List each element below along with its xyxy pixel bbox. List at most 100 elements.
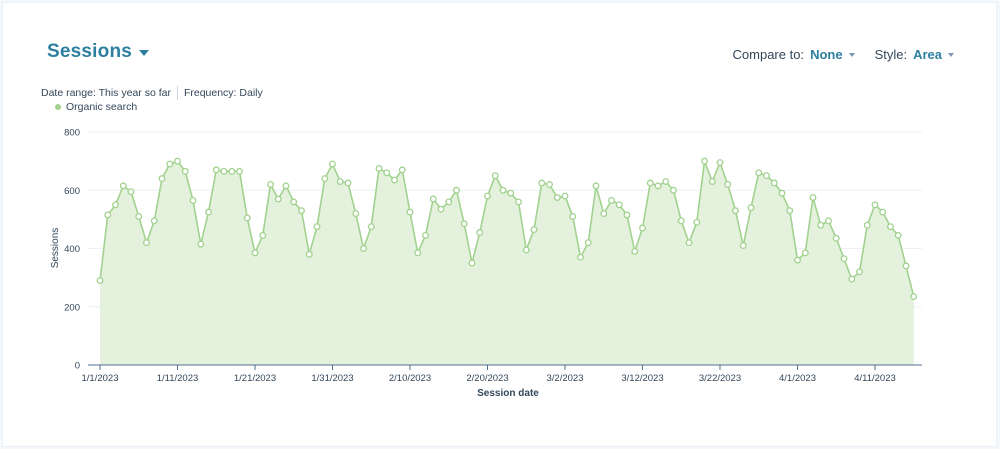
caret-down-icon [139, 50, 150, 56]
legend-swatch [55, 104, 61, 110]
data-point [360, 245, 367, 252]
data-point [112, 201, 119, 209]
data-point [422, 231, 429, 239]
series-line [99, 160, 915, 297]
x-tick-label: 3/2/2023 [547, 373, 584, 384]
data-point [150, 217, 158, 225]
x-tick-label: 2/20/2023 [466, 373, 508, 384]
data-point [499, 186, 507, 194]
report-title-dropdown[interactable]: Sessions [47, 41, 150, 63]
data-point [166, 160, 174, 168]
data-point [693, 218, 701, 226]
legend-label[interactable]: Organic search [66, 101, 138, 113]
x-tick-label: 4/1/2023 [779, 373, 816, 384]
data-point [732, 207, 739, 215]
data-point [600, 210, 608, 217]
data-point [236, 167, 243, 175]
chart-legend: Organic search [55, 101, 137, 113]
data-point [646, 179, 654, 187]
y-tick-label: 400 [64, 244, 80, 255]
caret-down-icon [848, 52, 855, 57]
data-point [662, 178, 670, 185]
style-dropdown[interactable]: Area [913, 47, 954, 62]
data-point [856, 268, 863, 276]
x-tick-label: 3/22/2023 [699, 373, 741, 384]
data-point [367, 223, 375, 231]
data-point [344, 179, 352, 187]
data-point [212, 166, 220, 174]
y-tick-label: 200 [64, 302, 80, 313]
data-point [181, 167, 189, 175]
data-point [538, 179, 546, 187]
data-point [840, 255, 848, 263]
data-point [747, 204, 755, 212]
data-point [220, 167, 228, 175]
data-point [801, 249, 809, 257]
compare-dropdown[interactable]: None [810, 47, 855, 62]
data-point [352, 210, 360, 217]
data-point [274, 195, 282, 203]
data-point [515, 198, 522, 206]
data-point [476, 229, 484, 236]
data-point [879, 208, 887, 216]
data-point [329, 160, 336, 168]
data-point [716, 159, 724, 167]
data-point [96, 277, 104, 284]
data-point [522, 246, 530, 254]
data-point [313, 223, 321, 231]
data-point [677, 217, 685, 225]
data-point [453, 186, 460, 194]
data-point [383, 169, 391, 177]
data-point [197, 240, 205, 248]
data-point [894, 231, 902, 239]
y-tick-label: 0 [75, 361, 80, 372]
x-axis-title: Session date [477, 388, 539, 399]
compare-value: None [810, 47, 843, 62]
data-point [561, 192, 569, 200]
data-point [445, 198, 453, 206]
data-point [770, 179, 778, 187]
data-point [639, 224, 646, 232]
data-point [592, 182, 600, 190]
data-point [507, 189, 515, 197]
data-point [832, 234, 840, 242]
date-range-filter[interactable]: Date range: This year so far [41, 87, 171, 99]
data-point [739, 242, 747, 250]
compare-label: Compare to: [732, 47, 805, 62]
data-point [437, 205, 445, 213]
data-point [119, 182, 127, 190]
data-point [305, 250, 313, 258]
data-point [290, 198, 298, 206]
data-point [298, 207, 305, 215]
data-point [553, 194, 561, 201]
data-point [778, 189, 786, 197]
data-point [871, 201, 879, 209]
data-point [375, 164, 383, 172]
data-point [654, 182, 662, 190]
report-title: Sessions [47, 41, 133, 62]
frequency-filter[interactable]: Frequency: Daily [183, 87, 263, 99]
data-point [143, 239, 150, 247]
data-point [577, 253, 584, 261]
data-point [708, 178, 716, 185]
data-point [228, 167, 236, 175]
chart-controls: Compare to: None Style: Area [733, 47, 954, 62]
data-point [135, 213, 143, 220]
data-point [398, 166, 406, 174]
x-tick-label: 3/12/2023 [621, 373, 663, 384]
data-point [631, 247, 639, 255]
data-point [701, 157, 708, 165]
data-point [414, 249, 422, 257]
data-point [491, 172, 499, 180]
data-point [282, 182, 290, 190]
data-point [825, 217, 832, 225]
x-tick-label: 1/21/2023 [234, 373, 276, 384]
x-tick-label: 4/11/2023 [854, 373, 896, 384]
data-point [786, 207, 794, 215]
data-point [158, 175, 166, 183]
data-point [794, 256, 801, 264]
data-point [685, 239, 693, 247]
data-point [902, 262, 910, 270]
data-point [484, 192, 491, 200]
data-point [863, 221, 871, 229]
